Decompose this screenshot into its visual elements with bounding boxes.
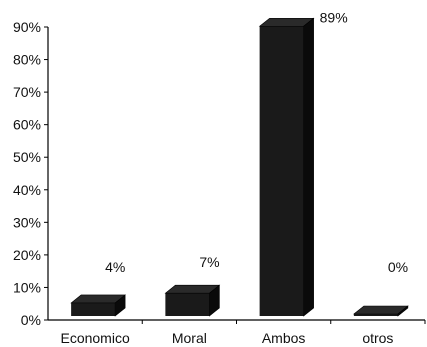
- x-category-label: Ambos: [262, 330, 306, 346]
- x-category-label: Moral: [172, 330, 207, 346]
- bar-front: [259, 26, 304, 317]
- bars: [70, 17, 409, 317]
- data-label: 89%: [320, 9, 348, 25]
- x-category-label: Economico: [60, 330, 129, 346]
- y-tick-label: 0%: [21, 312, 41, 328]
- bar: [164, 284, 221, 317]
- bar-side: [397, 305, 409, 317]
- bar-front: [353, 314, 398, 316]
- y-tick-label: 10%: [13, 279, 41, 295]
- data-label: 4%: [105, 259, 125, 275]
- data-label: 7%: [199, 254, 219, 270]
- y-tick-label: 30%: [13, 214, 41, 230]
- y-tick-label: 90%: [13, 19, 41, 35]
- y-tick-label: 70%: [13, 84, 41, 100]
- bar-side: [303, 17, 314, 317]
- axes: [47, 27, 426, 324]
- y-tick-label: 40%: [13, 182, 41, 198]
- bar-side: [209, 284, 220, 317]
- data-labels: 4% 7% 89% 0%: [105, 9, 408, 275]
- y-tick-label: 50%: [13, 149, 41, 165]
- bar: [258, 17, 315, 317]
- x-category-label: otros: [362, 330, 393, 346]
- y-tick-label: 20%: [13, 247, 41, 263]
- y-tick-label: 80%: [13, 52, 41, 68]
- bar: [353, 305, 409, 317]
- bar-front: [165, 293, 210, 316]
- bar: [70, 294, 126, 317]
- y-tick-label: 60%: [13, 117, 41, 133]
- data-label: 0%: [388, 259, 408, 275]
- y-axis-ticks: 0% 10% 20% 30% 40% 50% 60% 70% 80% 90%: [13, 19, 48, 328]
- bar-side: [114, 294, 126, 317]
- bar-front: [71, 302, 116, 316]
- x-axis-labels: Economico Moral Ambos otros: [60, 330, 393, 346]
